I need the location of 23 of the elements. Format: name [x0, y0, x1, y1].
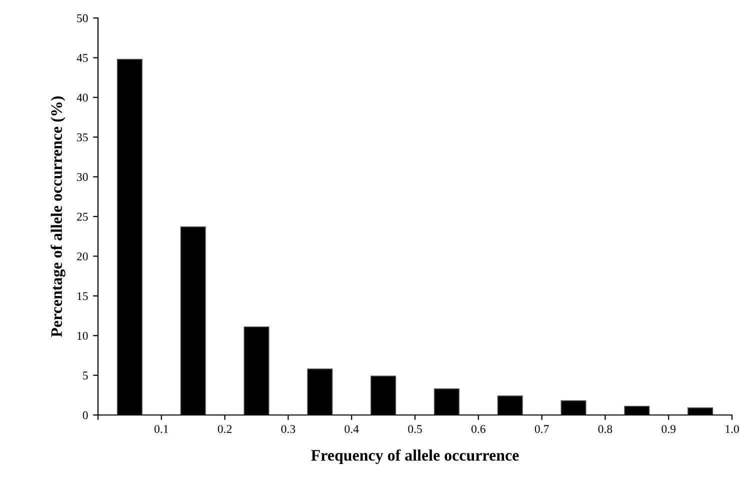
x-tick-label: 1.0: [726, 425, 739, 434]
x-tick-label: 0.5: [408, 425, 422, 434]
x-axis-title: Frequency of allele occurrence: [311, 449, 519, 464]
y-tick-label: 40: [76, 94, 88, 102]
y-tick-label: 5: [83, 372, 88, 380]
x-tick-label: 0.8: [598, 425, 612, 434]
x-tick-label: 0.1: [154, 425, 168, 434]
x-tick-label: 0.6: [471, 425, 486, 434]
y-tick-label: 30: [77, 173, 88, 182]
x-tick-label: 0.9: [662, 425, 676, 434]
y-tick-label: 25: [76, 212, 88, 221]
y-tick-label: 50: [77, 14, 88, 22]
y-tick-label: 20: [76, 252, 88, 260]
x-tick-label: 0.4: [344, 425, 359, 434]
x-tick-label: 0.7: [534, 425, 549, 434]
y-axis-title: Percentage of allele occurrence (%): [50, 96, 66, 338]
y-tick-label: 0: [82, 411, 88, 420]
x-tick-label: 0.2: [218, 425, 232, 434]
y-tick-label: 15: [78, 292, 88, 300]
y-tick-label: 45: [76, 54, 88, 62]
x-tick-label: 0.3: [281, 425, 296, 434]
y-tick-label: 10: [78, 332, 88, 340]
y-tick-label: 35: [77, 133, 88, 142]
